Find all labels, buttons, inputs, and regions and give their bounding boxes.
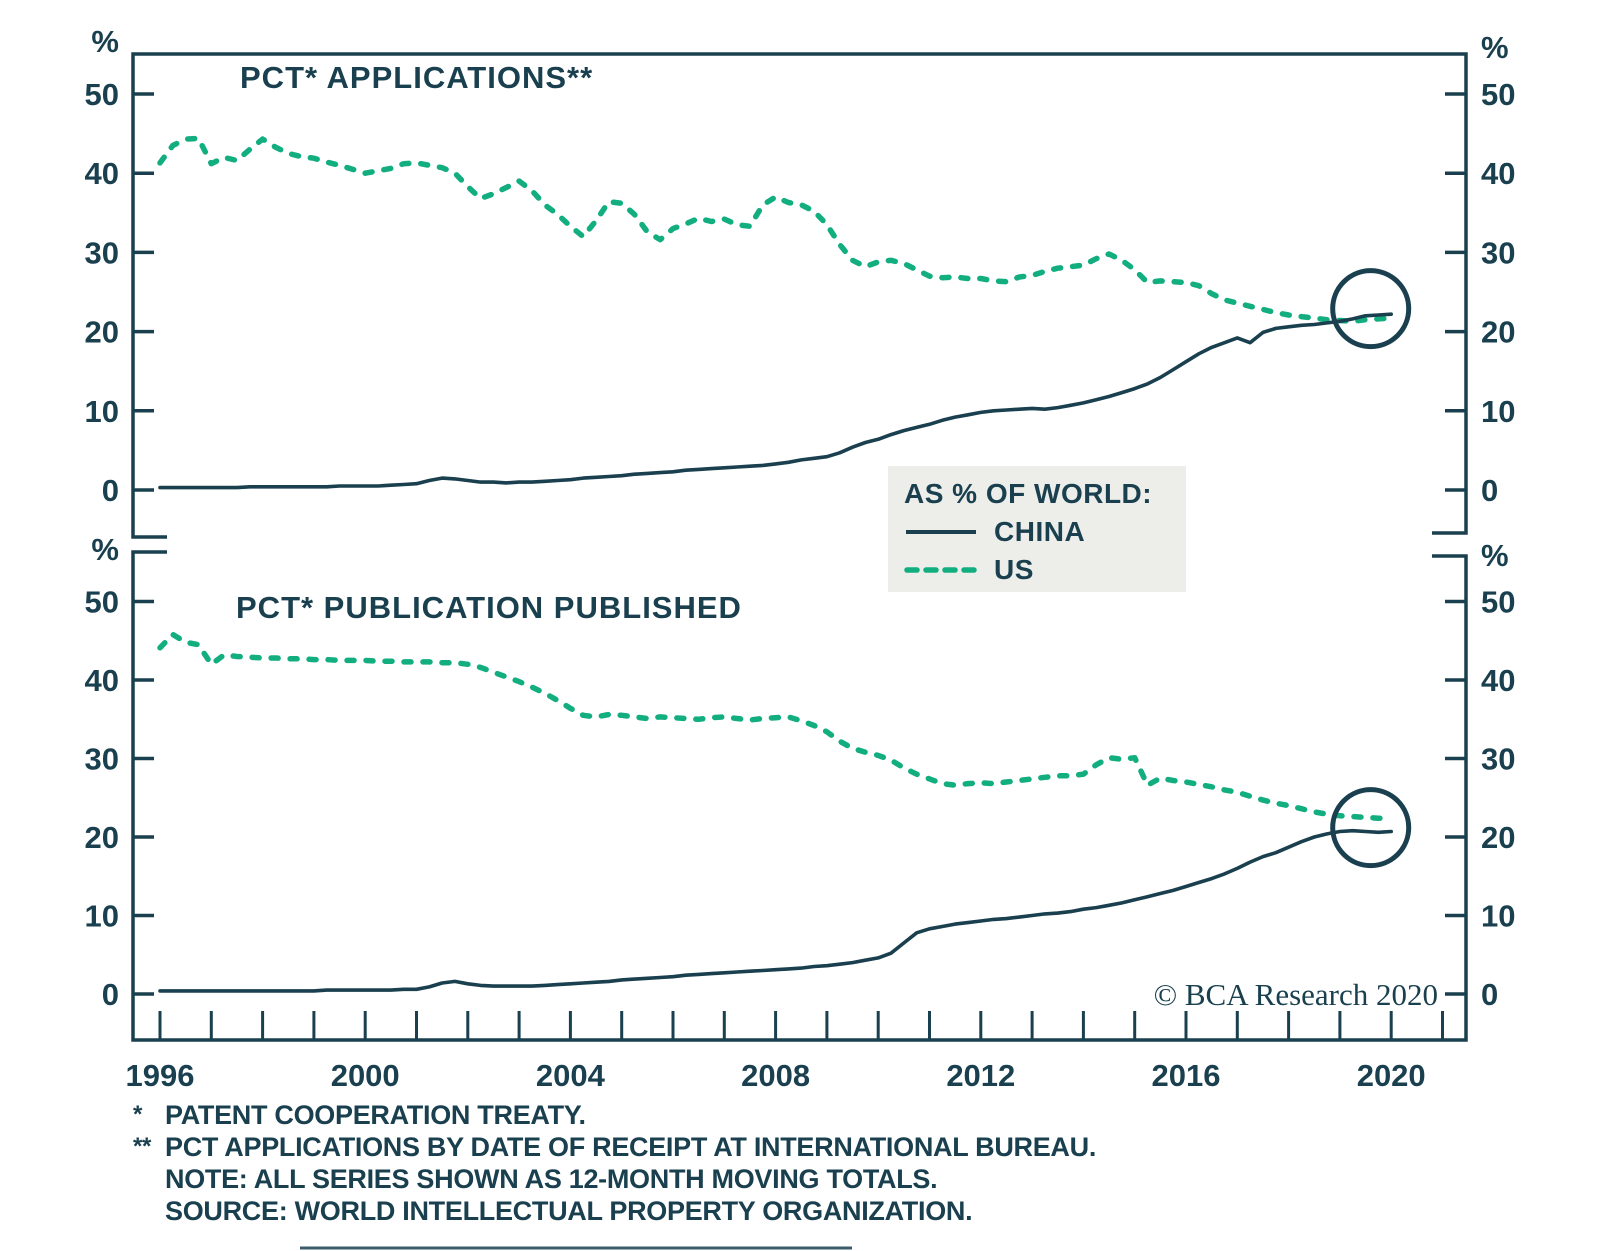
x-axis-year-label: 2012 [946, 1058, 1015, 1093]
y-axis-tick-label-left: 0 [102, 473, 119, 508]
y-axis-tick-label-right: 40 [1481, 156, 1515, 191]
x-axis-year-label: 2000 [331, 1058, 400, 1093]
footnote-marker [133, 1163, 165, 1195]
y-axis-tick-label-right: 0 [1481, 473, 1498, 508]
y-axis-tick-label-left: 10 [85, 394, 119, 429]
y-axis-tick-label-right: 30 [1481, 742, 1515, 777]
annotation-circle [1330, 268, 1412, 350]
y-axis-tick-label-left: 20 [85, 315, 119, 350]
legend-item-us: US [904, 554, 1186, 586]
y-axis-unit-label-right: % [1481, 30, 1509, 65]
footnote-line: ** PCT APPLICATIONS BY DATE OF RECEIPT A… [133, 1131, 1096, 1163]
panel-frame [131, 52, 1468, 539]
y-axis-tick-label-right: 0 [1481, 977, 1498, 1012]
y-axis-unit-label-left: % [91, 532, 119, 567]
panel-title-publications: PCT* PUBLICATION PUBLISHED [236, 590, 742, 625]
footnote-line: * PATENT COOPERATION TREATY. [133, 1099, 1096, 1131]
legend-label-china: CHINA [994, 516, 1086, 547]
panel-publications: 0 0 10 10 20 20 30 30 40 40 50 50%% [85, 532, 1515, 1042]
y-axis-tick-label-left: 30 [85, 742, 119, 777]
china-series-line [158, 312, 1393, 490]
legend: AS % OF WORLD: CHINA US [888, 466, 1186, 592]
footnote-text: NOTE: ALL SERIES SHOWN AS 12-MONTH MOVIN… [165, 1164, 938, 1194]
y-axis-tick-label-right: 20 [1481, 315, 1515, 350]
china-solid-line-swatch [906, 530, 976, 534]
panel-frame [131, 550, 1468, 1042]
y-axis-tick-label-left: 40 [85, 663, 119, 698]
y-axis-tick-label-left: 50 [85, 77, 119, 112]
footnote-marker [133, 1195, 165, 1227]
china-series-line [158, 828, 1393, 993]
y-axis-unit-label-right: % [1481, 538, 1509, 573]
y-axis-unit-label-left: % [91, 24, 119, 59]
y-axis-tick-label-left: 0 [102, 977, 119, 1012]
y-axis-tick-label-right: 50 [1481, 585, 1515, 620]
legend-title: AS % OF WORLD: [904, 478, 1153, 509]
y-axis-tick-label-left: 30 [85, 235, 119, 270]
footnote-text: PCT APPLICATIONS BY DATE OF RECEIPT AT I… [165, 1132, 1097, 1162]
copyright-watermark: © BCA Research 2020 [1153, 977, 1438, 1012]
us-dashed-line-swatch [904, 567, 978, 573]
footnote-line: NOTE: ALL SERIES SHOWN AS 12-MONTH MOVIN… [133, 1163, 1096, 1195]
y-axis-tick-label-left: 10 [85, 899, 119, 934]
us-series-line [157, 135, 1394, 325]
y-axis-tick-label-right: 50 [1481, 77, 1515, 112]
legend-label-us: US [994, 554, 1034, 585]
y-axis-tick-label-right: 10 [1481, 899, 1515, 934]
legend-item-china: CHINA [904, 516, 1186, 548]
footnote-marker: ** [133, 1133, 152, 1160]
x-axis-year-label: 2008 [741, 1058, 810, 1093]
y-axis-tick-label-left: 20 [85, 820, 119, 855]
y-axis-tick-label-right: 10 [1481, 394, 1515, 429]
footnote-text: PATENT COOPERATION TREATY. [165, 1100, 586, 1130]
x-axis-year-label: 2016 [1152, 1058, 1221, 1093]
annotation-circle [1330, 787, 1412, 869]
x-axis-year-label: 1996 [126, 1058, 195, 1093]
footnote-marker: * [133, 1101, 143, 1128]
footnote-text: SOURCE: WORLD INTELLECTUAL PROPERTY ORGA… [165, 1196, 973, 1226]
y-axis-tick-label-left: 40 [85, 156, 119, 191]
x-axis: 1996 2000 2004 2008 2012 2016 2020 [126, 1011, 1444, 1093]
x-axis-year-label: 2004 [536, 1058, 606, 1093]
us-series-line [157, 631, 1394, 821]
panel-applications: 0 0 10 10 20 20 30 30 40 40 50 50%% [85, 24, 1515, 539]
y-axis-tick-label-left: 50 [85, 585, 119, 620]
x-axis-year-label: 2020 [1357, 1058, 1426, 1093]
footnote-line: SOURCE: WORLD INTELLECTUAL PROPERTY ORGA… [133, 1195, 1096, 1227]
y-axis-tick-label-right: 20 [1481, 820, 1515, 855]
panel-title-applications: PCT* APPLICATIONS** [240, 60, 594, 95]
y-axis-tick-label-right: 30 [1481, 235, 1515, 270]
footnotes: * PATENT COOPERATION TREATY. ** PCT APPL… [133, 1099, 1096, 1227]
y-axis-tick-label-right: 40 [1481, 663, 1515, 698]
